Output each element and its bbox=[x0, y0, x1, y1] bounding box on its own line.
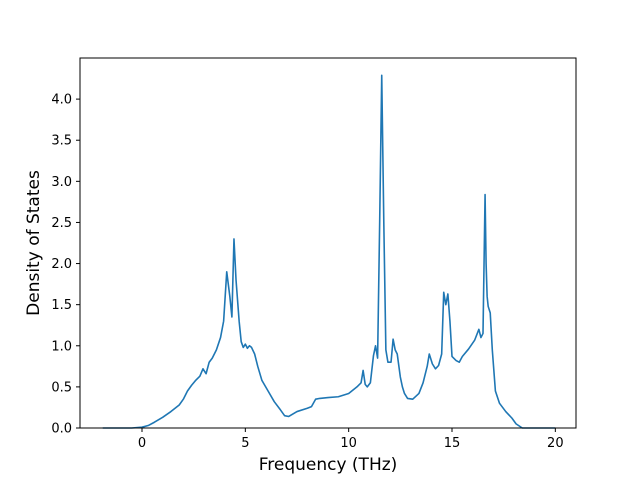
x-tick-label: 20 bbox=[547, 436, 564, 451]
y-tick-label: 0.0 bbox=[51, 422, 72, 437]
y-tick-label: 2.5 bbox=[51, 216, 72, 231]
series-line-0 bbox=[102, 74, 556, 429]
x-axis-ticks: 0 5 10 15 20 bbox=[138, 428, 564, 451]
x-tick-label: 15 bbox=[444, 436, 461, 451]
x-axis-label: Frequency (THz) bbox=[259, 455, 398, 475]
y-tick-label: 3.5 bbox=[51, 134, 72, 149]
y-tick-label: 1.5 bbox=[51, 298, 72, 313]
plot-area-background bbox=[80, 58, 576, 428]
x-tick-label: 10 bbox=[340, 436, 357, 451]
y-tick-label: 0.5 bbox=[51, 380, 72, 395]
series-layer bbox=[102, 74, 556, 429]
x-tick-label: 5 bbox=[241, 436, 249, 451]
y-tick-label: 2.0 bbox=[51, 257, 72, 272]
y-axis-ticks: 0.0 0.5 1.0 1.5 2.0 2.5 3.0 3.5 4.0 bbox=[51, 93, 80, 437]
y-tick-label: 1.0 bbox=[51, 339, 72, 354]
x-tick-label: 0 bbox=[138, 436, 146, 451]
y-tick-label: 4.0 bbox=[51, 93, 72, 108]
y-tick-label: 3.0 bbox=[51, 175, 72, 190]
y-axis-label: Density of States bbox=[24, 170, 44, 316]
plot-frame bbox=[79, 57, 577, 429]
